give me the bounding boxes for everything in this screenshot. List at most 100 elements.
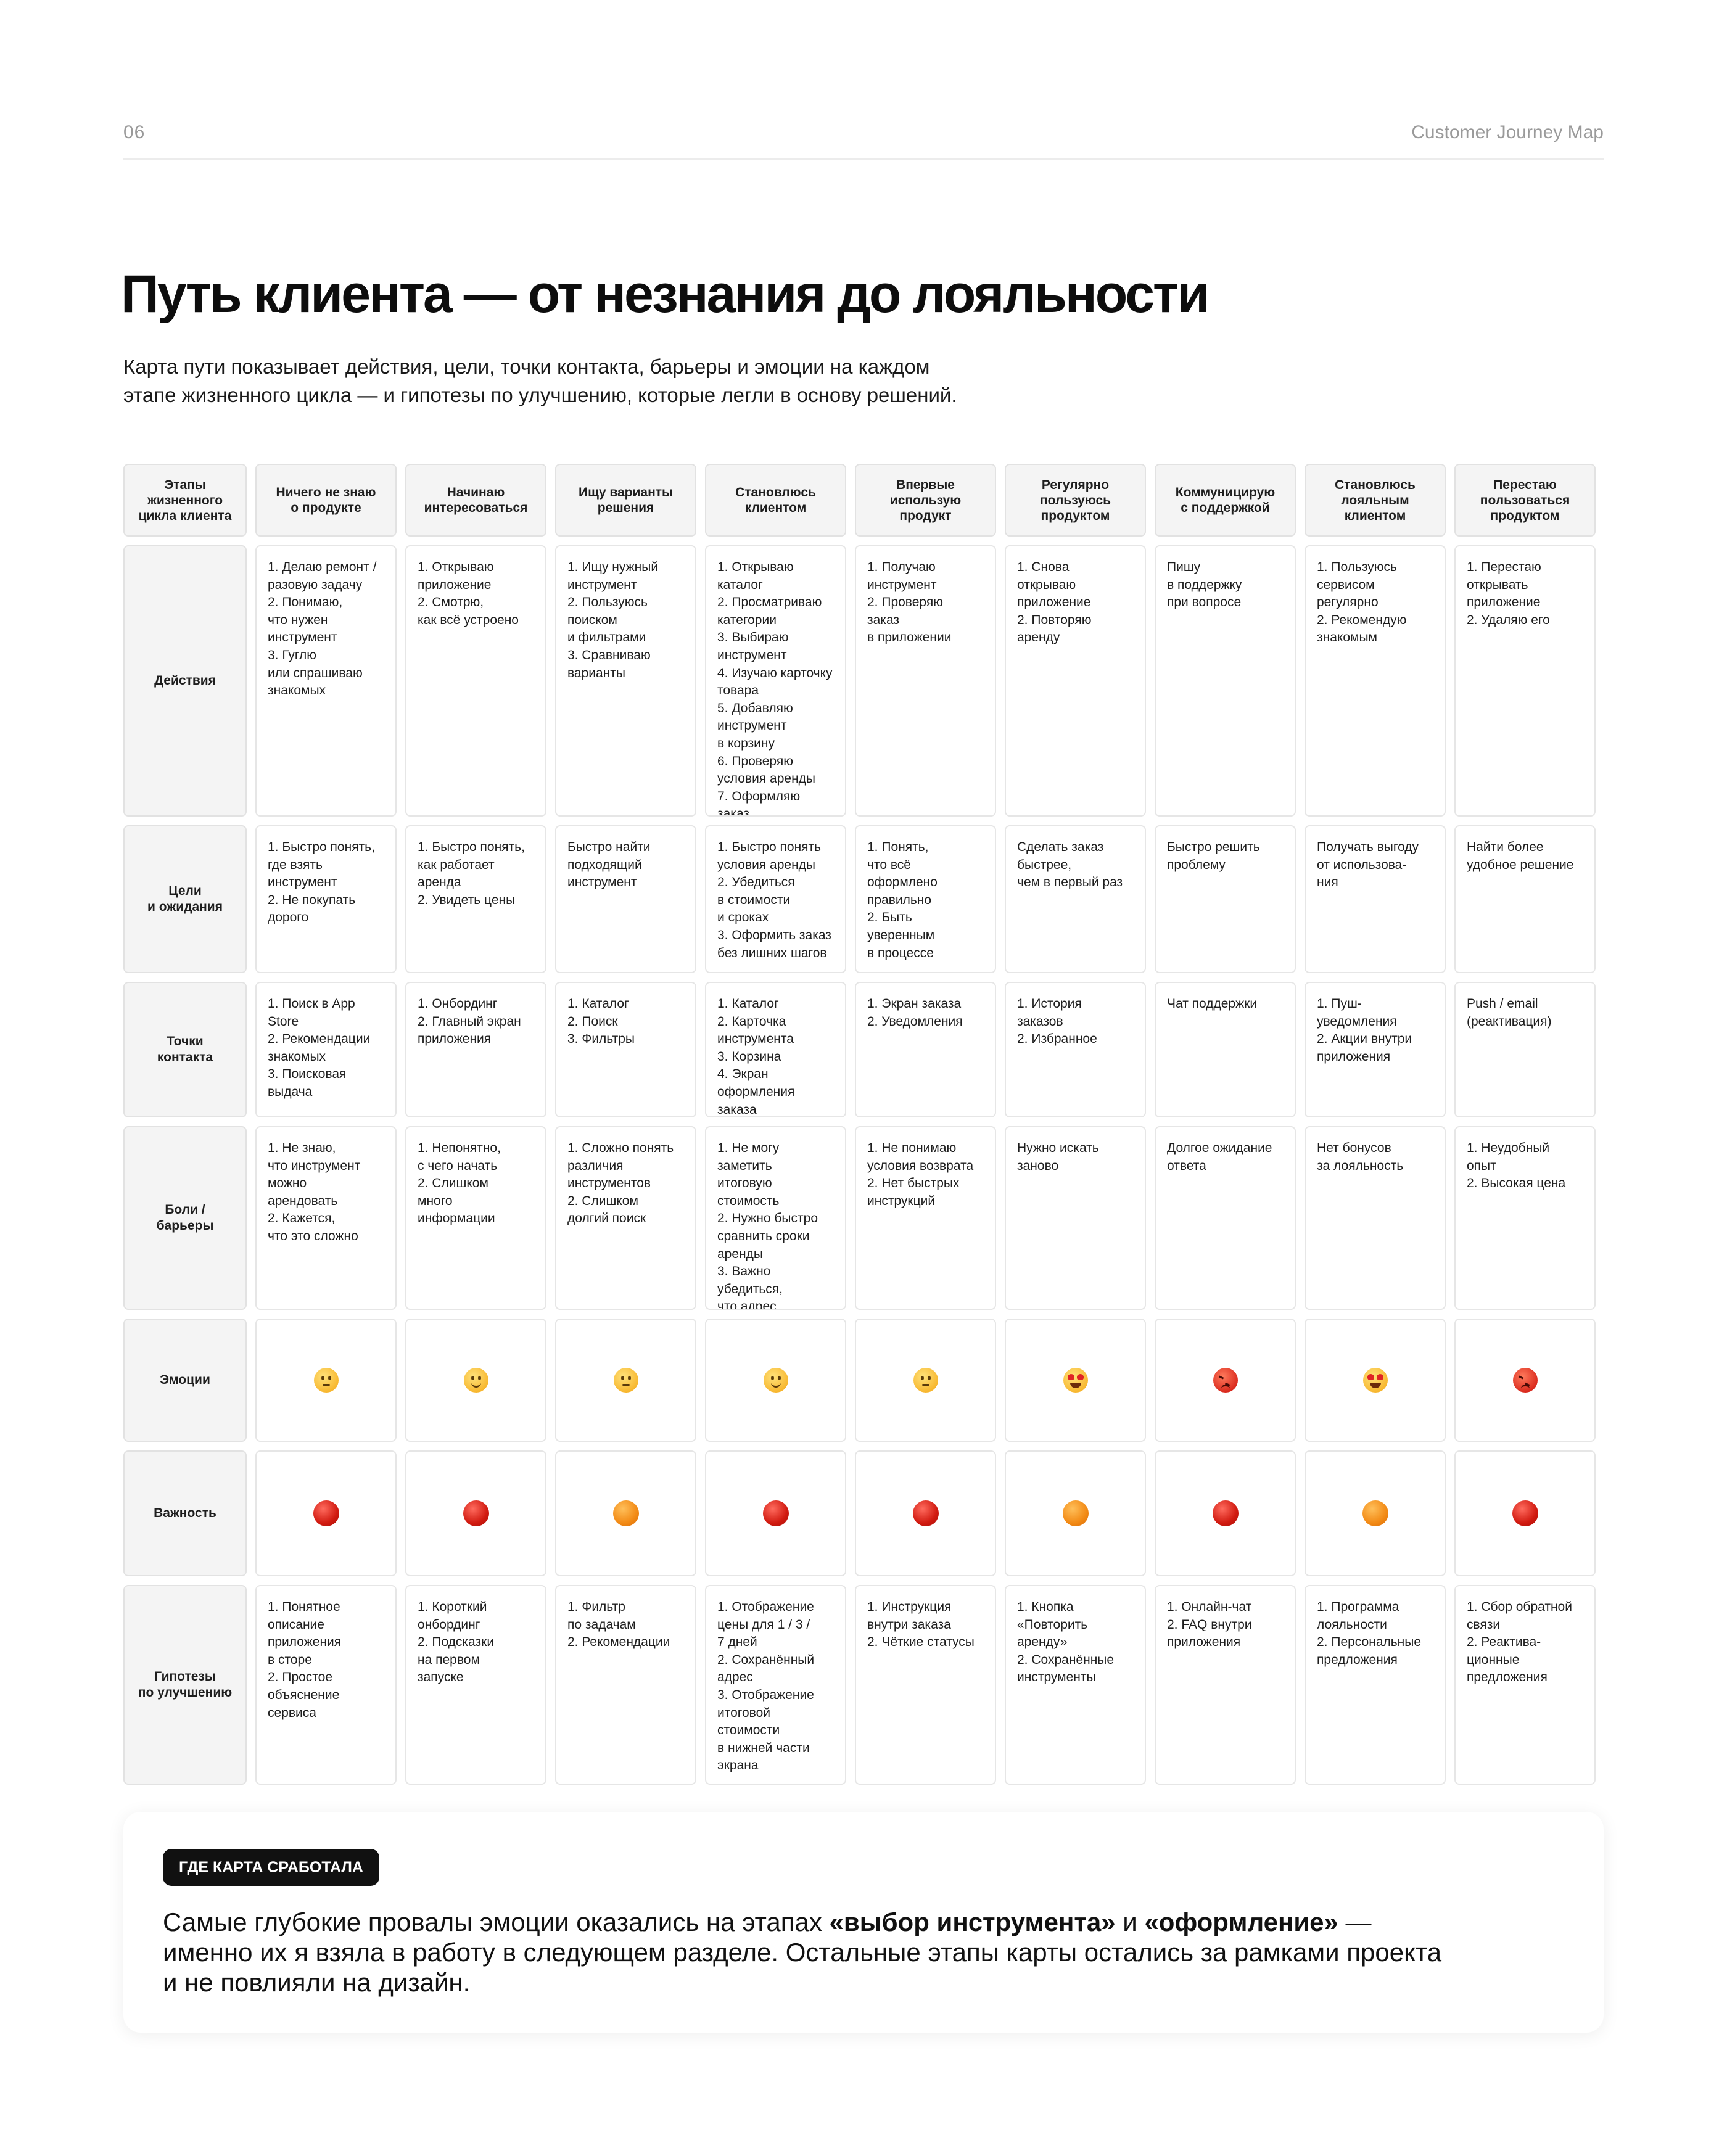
emotion-cell: [255, 1319, 397, 1442]
actions-cell: 1. Перестаю открывать приложение 2. Удал…: [1454, 545, 1596, 817]
actions-cell: 1. Делаю ремонт / разовую задачу 2. Пони…: [255, 545, 397, 817]
pains-cell: 1. Не могу заметить итоговую стоимость 2…: [705, 1126, 846, 1310]
touchpoints-cell: 1. Каталог 2. Карточка инструмента 3. Ко…: [705, 982, 846, 1117]
orange-circle-icon: [1062, 1500, 1089, 1526]
goals-cell: Быстро найти подходящий инструмент: [555, 825, 696, 973]
page-number: 06: [123, 122, 146, 142]
stage-header: Становлюсь клиентом: [705, 464, 846, 537]
importance-cell: [405, 1450, 546, 1576]
page-title: Путь клиента — от незнания до лояльности: [121, 265, 1210, 324]
neutral-face-icon: [613, 1368, 638, 1393]
page-header: 06 Customer Journey Map: [123, 122, 1604, 160]
row-header-goals: Цели и ожидания: [123, 825, 247, 973]
goals-cell: Быстро решить проблему: [1155, 825, 1296, 973]
hypotheses-cell: 1. Кнопка «Повторить аренду» 2. Сохранён…: [1005, 1585, 1146, 1785]
emotion-cell: [1305, 1319, 1446, 1442]
row-header-pains: Боли / барьеры: [123, 1126, 247, 1310]
stage-header: Становлюсь лояльным клиентом: [1305, 464, 1446, 537]
stage-header: Впервые использую продукт: [855, 464, 996, 537]
red-circle-icon: [1512, 1500, 1538, 1526]
stage-header: Ничего не знаю о продукте: [255, 464, 397, 537]
stage-header: Регулярно пользуюсь продуктом: [1005, 464, 1146, 537]
actions-cell: 1. Пользуюсь сервисом регулярно 2. Реком…: [1305, 545, 1446, 817]
stage-header: Начинаю интересоваться: [405, 464, 546, 537]
row-header-emotions: Эмоции: [123, 1319, 247, 1442]
importance-cell: [705, 1450, 846, 1576]
callout-tag: ГДЕ КАРТА СРАБОТАЛА: [163, 1849, 379, 1886]
importance-cell: [255, 1450, 397, 1576]
callout-text-part: и: [1115, 1907, 1145, 1936]
pains-cell: 1. Не понимаю условия возврата 2. Нет бы…: [855, 1126, 996, 1310]
corner-header: Этапы жизненного цикла клиента: [123, 464, 247, 537]
hypotheses-cell: 1. Короткий онбординг 2. Подсказки на пе…: [405, 1585, 546, 1785]
red-circle-icon: [313, 1500, 339, 1526]
stage-header: Коммуницирую с поддержкой: [1155, 464, 1296, 537]
hypotheses-cell: 1. Онлайн-чат 2. FAQ внутри приложения: [1155, 1585, 1296, 1785]
row-header-touchpoints: Точки контакта: [123, 982, 247, 1117]
hypotheses-cell: 1. Сбор обратной связи 2. Реактива- цион…: [1454, 1585, 1596, 1785]
pains-cell: Нет бонусов за лояльность: [1305, 1126, 1446, 1310]
pains-cell: Нужно искать заново: [1005, 1126, 1146, 1310]
touchpoints-cell: 1. Пуш- уведомления 2. Акции внутри прил…: [1305, 982, 1446, 1117]
hypotheses-cell: 1. Программа лояльности 2. Персональные …: [1305, 1585, 1446, 1785]
slightly-smiling-face-icon: [763, 1368, 788, 1393]
red-circle-icon: [762, 1500, 789, 1526]
angry-face-icon: [1213, 1368, 1238, 1393]
touchpoints-cell: Push / email (реактивация): [1454, 982, 1596, 1117]
goals-cell: Найти более удобное решение: [1454, 825, 1596, 973]
emotion-cell: [555, 1319, 696, 1442]
actions-cell: 1. Ищу нужный инструмент 2. Пользуюсь по…: [555, 545, 696, 817]
row-header-importance: Важность: [123, 1450, 247, 1576]
red-circle-icon: [463, 1500, 489, 1526]
lead-paragraph: Карта пути показывает действия, цели, то…: [123, 355, 957, 406]
row-header-hypotheses: Гипотезы по улучшению: [123, 1585, 247, 1785]
actions-cell: 1. Снова открываю приложение 2. Повторяю…: [1005, 545, 1146, 817]
goals-cell: 1. Быстро понять, как работает аренда 2.…: [405, 825, 546, 973]
orange-circle-icon: [612, 1500, 639, 1526]
touchpoints-cell: 1. Экран заказа 2. Уведомления: [855, 982, 996, 1117]
pains-cell: Долгое ожидание ответа: [1155, 1126, 1296, 1310]
neutral-face-icon: [313, 1368, 339, 1393]
section-label: Customer Journey Map: [1411, 122, 1604, 142]
touchpoints-cell: 1. Поиск в App Store 2. Рекомендации зна…: [255, 982, 397, 1117]
importance-cell: [1305, 1450, 1446, 1576]
emotion-cell: [1454, 1319, 1596, 1442]
red-circle-icon: [1212, 1500, 1239, 1526]
hypotheses-cell: 1. Отображение цены для 1 / 3 / 7 дней 2…: [705, 1585, 846, 1785]
stage-header: Ищу варианты решения: [555, 464, 696, 537]
goals-cell: 1. Быстро понять условия аренды 2. Убеди…: [705, 825, 846, 973]
goals-cell: Сделать заказ быстрее, чем в первый раз: [1005, 825, 1146, 973]
callout-text-part: — именно их я взяла в работу в следующем…: [163, 1907, 1442, 1997]
importance-cell: [855, 1450, 996, 1576]
importance-cell: [555, 1450, 696, 1576]
actions-cell: 1. Открываю каталог 2. Просматриваю кате…: [705, 545, 846, 817]
importance-cell: [1454, 1450, 1596, 1576]
journey-map-table: Этапы жизненного цикла клиента Ничего не…: [123, 464, 1604, 1785]
actions-cell: 1. Открываю приложение 2. Смотрю, как вс…: [405, 545, 546, 817]
red-circle-icon: [912, 1500, 939, 1526]
actions-cell: 1. Получаю инструмент 2. Проверяю заказ …: [855, 545, 996, 817]
heart-eyes-face-icon: [1063, 1368, 1088, 1393]
heart-eyes-face-icon: [1362, 1368, 1388, 1393]
callout-text-part: Самые глубокие провалы эмоции оказались …: [163, 1907, 830, 1936]
orange-circle-icon: [1362, 1500, 1388, 1526]
emotion-cell: [705, 1319, 846, 1442]
stage-header: Перестаю пользоваться продуктом: [1454, 464, 1596, 537]
pains-cell: 1. Непонятно, с чего начать 2. Слишком м…: [405, 1126, 546, 1310]
hypotheses-cell: 1. Фильтр по задачам 2. Рекомендации: [555, 1585, 696, 1785]
emotion-cell: [855, 1319, 996, 1442]
pains-cell: 1. Неудобный опыт 2. Высокая цена: [1454, 1126, 1596, 1310]
goals-cell: 1. Понять, что всё оформлено правильно 2…: [855, 825, 996, 973]
emotion-cell: [1155, 1319, 1296, 1442]
touchpoints-cell: 1. Каталог 2. Поиск 3. Фильтры: [555, 982, 696, 1117]
goals-cell: 1. Быстро понять, где взять инструмент 2…: [255, 825, 397, 973]
hypotheses-cell: 1. Понятное описание приложения в сторе …: [255, 1585, 397, 1785]
pains-cell: 1. Сложно понять различия инструментов 2…: [555, 1126, 696, 1310]
slightly-smiling-face-icon: [463, 1368, 488, 1393]
callout-text: Самые глубокие провалы эмоции оказались …: [163, 1907, 1520, 1998]
callout-bold-stage: «оформление»: [1144, 1907, 1338, 1936]
angry-face-icon: [1512, 1368, 1538, 1393]
touchpoints-cell: Чат поддержки: [1155, 982, 1296, 1117]
insight-callout: ГДЕ КАРТА СРАБОТАЛА Самые глубокие прова…: [123, 1812, 1604, 2033]
row-header-actions: Действия: [123, 545, 247, 817]
